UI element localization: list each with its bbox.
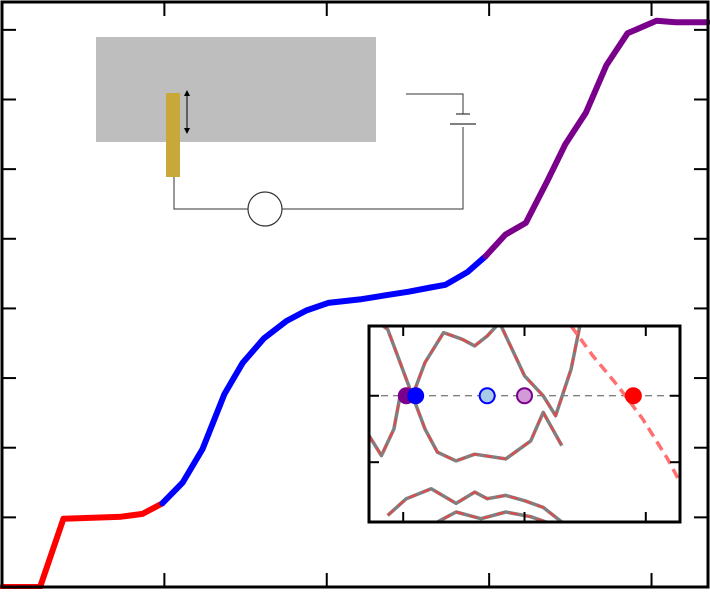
- inset-band-plot: [367, 324, 682, 524]
- wire-right: [282, 127, 464, 210]
- crossing-marker-2: [478, 387, 496, 405]
- inset-band-4: [386, 487, 563, 522]
- inset-content: [369, 326, 680, 522]
- circuit-schematic: [96, 37, 476, 227]
- probe-tip: [166, 93, 180, 177]
- arrow-up-icon: [184, 90, 190, 96]
- main-series-1: [159, 253, 489, 507]
- main-series-2: [482, 17, 710, 260]
- inset-band-overlay-1: [411, 395, 563, 462]
- crossing-marker-1: [407, 387, 425, 405]
- wire-left: [173, 177, 248, 210]
- inset-band-overlay-3: [461, 326, 581, 419]
- arrow-down-icon: [184, 128, 190, 134]
- inset-band-5: [433, 510, 552, 522]
- crossing-marker-4: [624, 387, 642, 405]
- meter-circle-icon: [247, 191, 283, 227]
- inset-frame: [367, 324, 682, 524]
- sample-slab: [96, 37, 376, 142]
- inset-background: [369, 326, 680, 522]
- crossing-marker-3: [516, 387, 533, 405]
- main-series-0: [0, 500, 166, 590]
- wire-top: [406, 93, 464, 114]
